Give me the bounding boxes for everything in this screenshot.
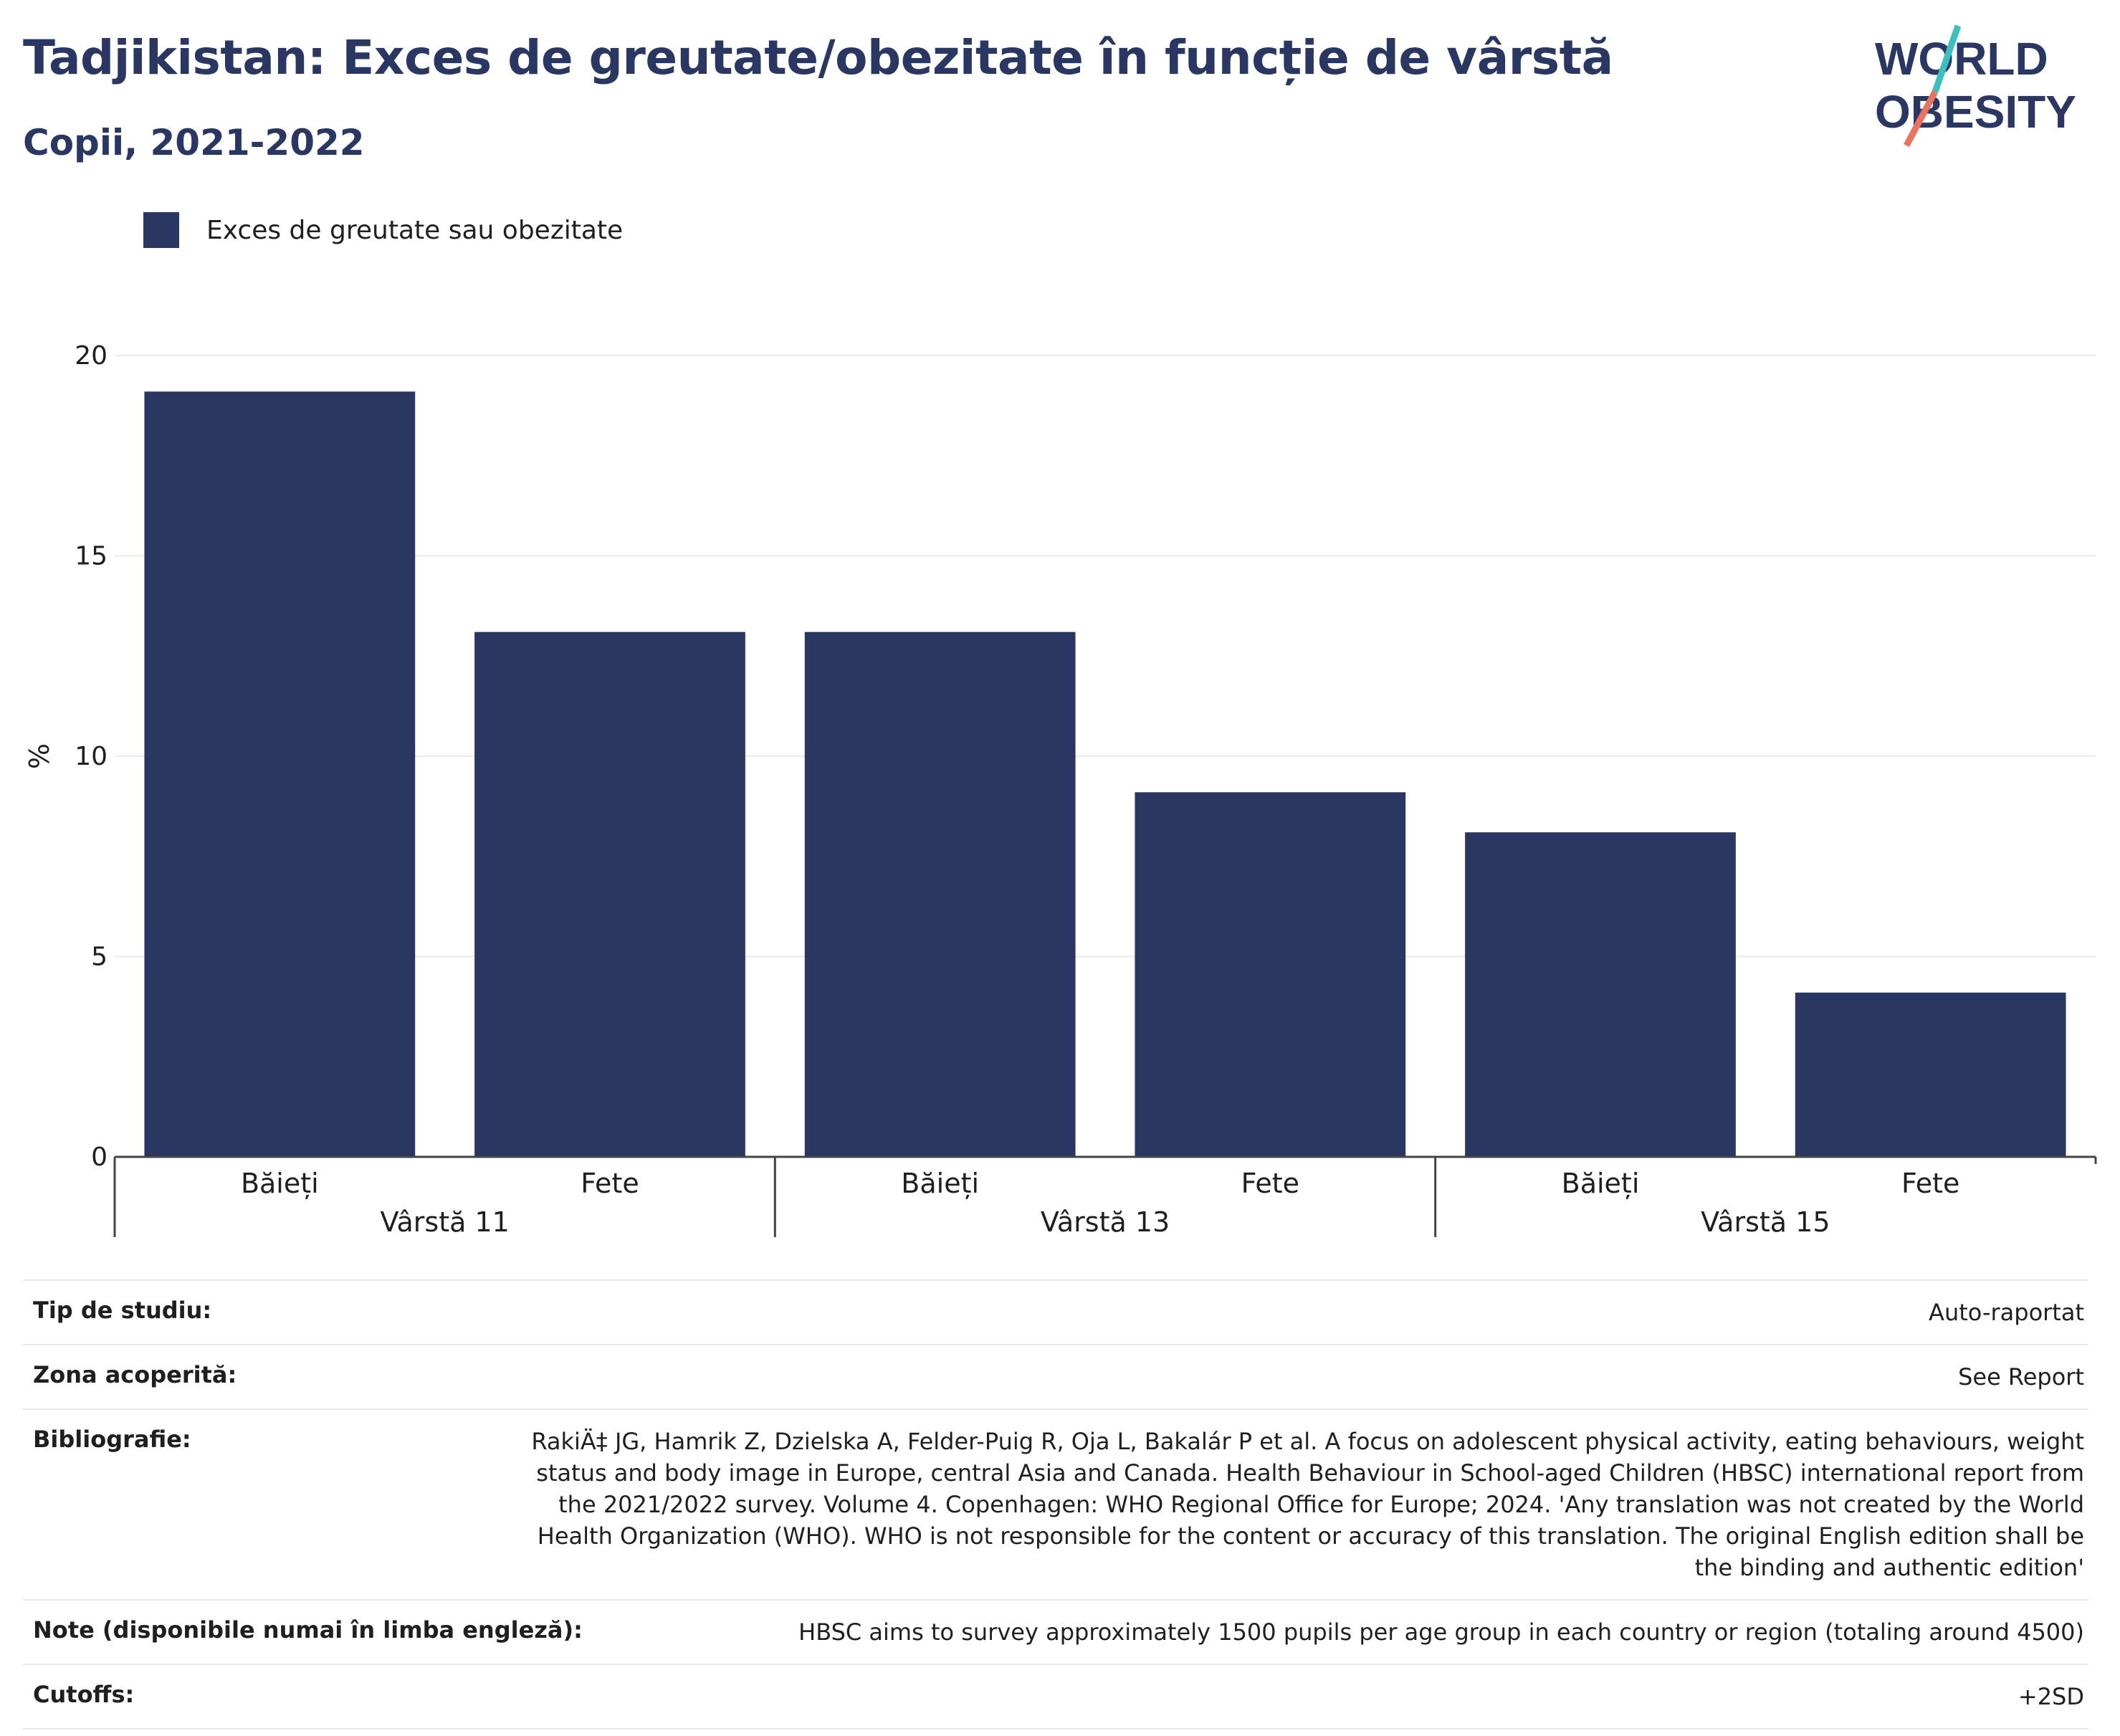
info-row-bibliography: Bibliografie: RakiÄ‡ JG, Hamrik Z, Dziel… [23, 1408, 2088, 1599]
x-tick-label: Băieți [241, 1168, 319, 1199]
bar [474, 631, 745, 1157]
info-value: Auto-raportat [1929, 1299, 2084, 1326]
y-tick-label: 5 [91, 943, 108, 972]
info-label: Zona acoperită: [33, 1361, 237, 1388]
info-row-cutoffs: Cutoffs: +2SD [23, 1664, 2088, 1730]
info-value: RakiÄ‡ JG, Hamrik Z, Dzielska A, Felder-… [531, 1428, 2084, 1581]
page-subtitle: Copii, 2021-2022 [23, 122, 365, 163]
info-label: Note (disponibile numai în limba engleză… [33, 1616, 583, 1644]
info-row-coverage: Zona acoperită: See Report [23, 1344, 2088, 1408]
y-tick-label: 15 [75, 542, 108, 571]
logo-slash-coral [1904, 90, 1938, 148]
logo-slash-teal [1932, 24, 1962, 93]
x-tick-label: Băieți [901, 1168, 979, 1199]
y-axis-label: % [24, 743, 55, 769]
world-obesity-logo: WORLD OBESITY [1875, 24, 2076, 148]
info-label: Cutoffs: [33, 1681, 135, 1708]
group-label: Vârstă 13 [1041, 1206, 1170, 1238]
info-row-study-type: Tip de studiu: Auto-raportat [23, 1279, 2088, 1344]
chart-legend[interactable]: Exces de greutate sau obezitate [143, 212, 623, 248]
info-row-notes: Note (disponibile numai în limba engleză… [23, 1599, 2088, 1664]
bar-chart: 0 5 10 15 20% Băieți Fete Băieți Fete Băieți Fete V… [24, 341, 2097, 1238]
group-label: Vârstă 15 [1701, 1206, 1830, 1238]
bar [1795, 992, 2066, 1157]
info-table: Tip de studiu: Auto-raportat Zona acoper… [23, 1279, 2088, 1730]
group-label: Vârstă 11 [380, 1206, 509, 1238]
bar [1135, 792, 1406, 1157]
x-tick-label: Băieți [1562, 1168, 1640, 1199]
legend-label: Exces de greutate sau obezitate [206, 215, 624, 245]
info-value: See Report [1958, 1363, 2084, 1391]
y-tick-label: 20 [75, 341, 108, 371]
info-value: HBSC aims to survey approximately 1500 p… [798, 1618, 2084, 1646]
y-tick-label: 0 [91, 1143, 108, 1172]
bar [804, 631, 1076, 1157]
y-tick-label: 10 [75, 742, 108, 771]
info-label: Bibliografie: [33, 1426, 191, 1453]
info-label: Tip de studiu: [33, 1297, 212, 1324]
bar [1465, 832, 1736, 1157]
info-value: +2SD [2018, 1683, 2084, 1710]
x-tick-label: Fete [1241, 1168, 1299, 1199]
legend-swatch [143, 212, 179, 248]
x-tick-label: Fete [581, 1168, 639, 1199]
page-title: Tadjikistan: Exces de greutate/obezitate… [23, 30, 1613, 85]
logo-text-obesity: OBESITY [1875, 86, 2076, 138]
bar [144, 391, 416, 1157]
x-tick-label: Fete [1901, 1168, 1959, 1199]
logo-text-world: WORLD [1875, 33, 2048, 85]
